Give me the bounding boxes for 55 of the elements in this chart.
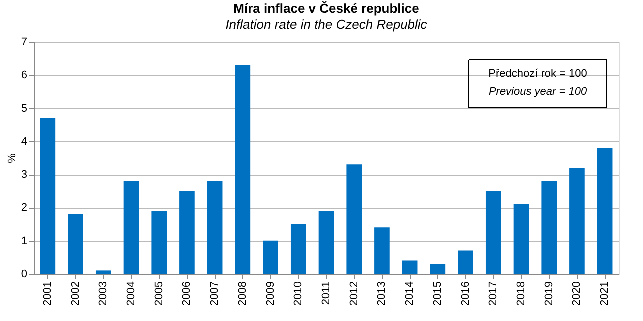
x-tick-label: 2018: [516, 282, 528, 306]
chart-subtitle: Inflation rate in the Czech Republic: [226, 17, 428, 32]
x-tick-label: 2019: [543, 282, 556, 306]
x-tick-label: 2003: [98, 282, 110, 306]
x-tick-label: 2001: [42, 282, 54, 306]
y-tick-label: 0: [21, 268, 28, 280]
x-tick-label: 2005: [153, 282, 166, 306]
y-tick-label: 2: [21, 202, 28, 214]
bar: [207, 181, 223, 274]
annotation: Předchozí rok = 100: [488, 68, 588, 80]
y-tick-label: 4: [21, 136, 28, 148]
bar: [235, 65, 251, 274]
bar: [374, 228, 390, 274]
bar: [346, 164, 362, 274]
x-tick-label: 2015: [432, 282, 444, 306]
y-tick-label: 1: [21, 235, 28, 248]
x-tick-label: 2006: [181, 282, 194, 306]
bar: [96, 270, 112, 274]
y-tick-label: 3: [21, 169, 28, 182]
x-tick-label: 2004: [126, 282, 138, 306]
x-tick-label: 2021: [599, 282, 612, 306]
bar: [124, 181, 140, 274]
bar: [402, 260, 418, 274]
bar: [152, 211, 168, 274]
bar: [430, 264, 446, 274]
bar: [514, 204, 530, 274]
bar: [40, 118, 56, 274]
x-tick-label: 2007: [209, 282, 222, 306]
x-tick-label: 2011: [320, 282, 332, 306]
bar: [318, 211, 334, 274]
x-tick-label: 2009: [264, 282, 277, 306]
x-tick-label: 2017: [488, 282, 500, 306]
x-tick-label: 2013: [376, 282, 388, 306]
bar: [570, 168, 585, 274]
bar: [263, 240, 278, 274]
x-tick-label: 2002: [70, 282, 82, 306]
bar: [180, 191, 195, 274]
bar: [290, 224, 306, 274]
x-tick-label: 2012: [348, 282, 360, 306]
bar: [597, 148, 613, 274]
bar: [486, 191, 502, 274]
y-tick-label: 6: [21, 70, 28, 82]
bar: [542, 181, 558, 274]
y-tick-label: 5: [21, 102, 28, 115]
bar: [68, 214, 84, 274]
x-tick-label: 2008: [236, 282, 249, 306]
x-tick-label: 2020: [571, 282, 584, 306]
annotation: Previous year = 100: [488, 86, 588, 98]
x-tick-label: 2016: [460, 282, 472, 306]
y-axis-title: %: [6, 153, 18, 164]
x-tick-label: 2010: [292, 282, 305, 306]
y-tick-label: 7: [21, 36, 28, 48]
bar: [458, 250, 474, 274]
x-tick-label: 2014: [404, 282, 416, 306]
chart-title: Míra inflace v České republice: [234, 1, 420, 16]
